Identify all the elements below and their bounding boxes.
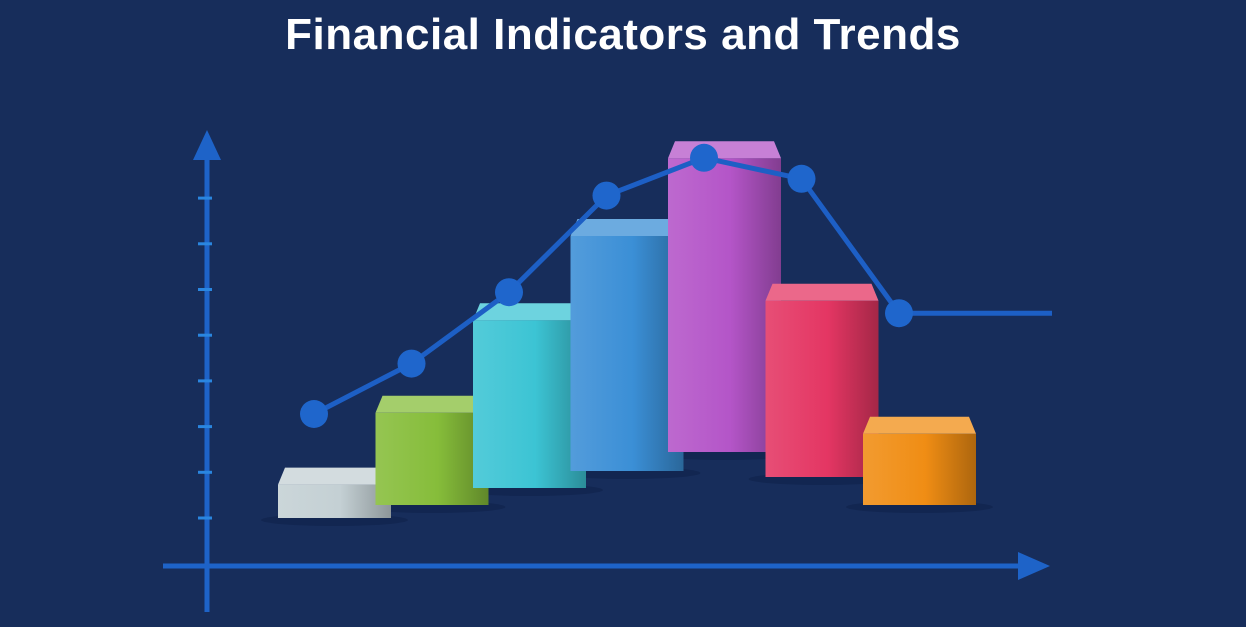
trend-point-6 <box>787 164 816 193</box>
bar-front-7 <box>863 433 976 505</box>
y-axis-arrow <box>193 130 221 160</box>
bar-front-3 <box>473 320 586 488</box>
bar-3 <box>473 303 586 488</box>
bar-4 <box>570 219 684 471</box>
bar-2 <box>375 395 489 505</box>
trend-point-4 <box>592 181 621 210</box>
bar-top-5 <box>668 141 781 159</box>
trend-point-7 <box>885 299 913 328</box>
bar-1 <box>278 467 391 518</box>
trend-point-2 <box>397 349 426 378</box>
bar-front-1 <box>278 484 391 518</box>
bar-top-2 <box>375 395 489 413</box>
trend-line <box>312 155 1052 417</box>
bar-front-6 <box>765 300 879 477</box>
trend-point-1 <box>300 400 328 428</box>
bar-front-4 <box>570 236 684 471</box>
bar-top-4 <box>570 219 684 236</box>
trend-line-group <box>300 143 1052 428</box>
bar-front-2 <box>375 412 489 505</box>
axes <box>163 130 1050 612</box>
bar-top-6 <box>765 283 879 301</box>
x-axis-arrow <box>1018 552 1050 580</box>
bar-front-5 <box>668 158 781 452</box>
trend-point-5 <box>690 143 718 172</box>
bar-5 <box>668 141 781 452</box>
bar-7 <box>863 416 976 505</box>
bars <box>278 141 976 518</box>
bar-6 <box>765 283 879 477</box>
bar-top-3 <box>473 303 586 321</box>
trend-point-3 <box>495 278 523 307</box>
bar-top-7 <box>863 416 976 434</box>
bar-top-1 <box>278 467 391 485</box>
chart-title: Financial Indicators and Trends <box>285 10 961 59</box>
